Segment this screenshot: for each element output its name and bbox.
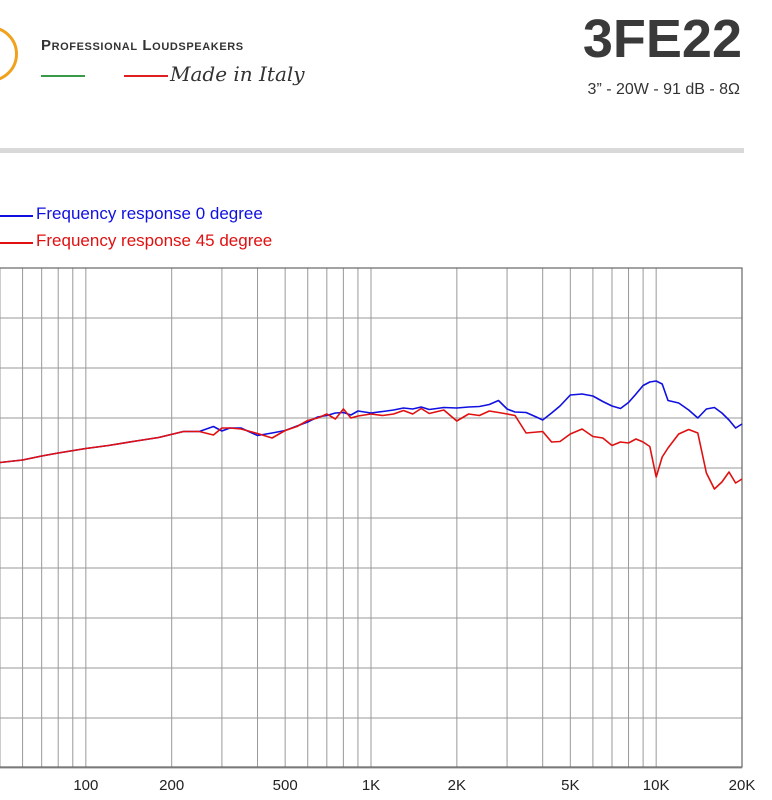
plot-frame	[0, 267, 743, 768]
flag-stripe-red	[124, 75, 168, 77]
model-title: 3FE22	[582, 9, 742, 69]
made-in-italy-tagline: Made in Italy	[170, 62, 305, 86]
x-tick-label: 500	[273, 777, 298, 794]
header-divider	[0, 148, 744, 153]
x-tick-label: 100	[73, 777, 98, 794]
legend-label-0-degree: Frequency response 0 degree	[36, 204, 263, 223]
series-line-45-degree	[0, 407, 743, 490]
brand-name: Professional Loudspeakers	[41, 37, 244, 54]
flag-stripe-green	[41, 75, 85, 77]
model-specs: 3” - 20W - 91 dB - 8Ω	[587, 81, 740, 98]
legend-label-45-degree: Frequency response 45 degree	[36, 231, 273, 250]
legend-swatch-0-degree	[0, 215, 33, 217]
x-tick-label: 20K	[729, 777, 756, 794]
x-tick-label: 5K	[561, 777, 579, 794]
x-tick-label: 200	[159, 777, 184, 794]
x-tick-label: 2K	[448, 777, 466, 794]
series-line-0-degree	[0, 380, 743, 464]
legend-swatch-45-degree	[0, 242, 33, 244]
x-tick-label: 10K	[643, 777, 670, 794]
x-tick-label: 1K	[362, 777, 380, 794]
